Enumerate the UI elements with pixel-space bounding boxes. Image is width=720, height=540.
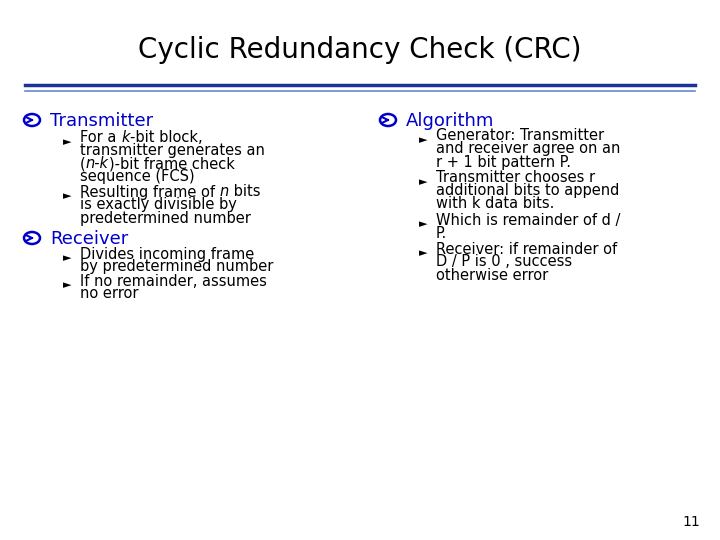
- Text: Resulting frame of: Resulting frame of: [80, 185, 220, 199]
- Text: ►: ►: [63, 253, 71, 263]
- Text: additional bits to append: additional bits to append: [436, 184, 619, 199]
- Text: no error: no error: [80, 287, 138, 301]
- Text: bits: bits: [229, 185, 261, 199]
- Text: ►: ►: [63, 280, 71, 290]
- Text: Transmitter chooses r: Transmitter chooses r: [436, 171, 595, 186]
- Text: Receiver: Receiver: [50, 230, 128, 248]
- Text: and receiver agree on an: and receiver agree on an: [436, 141, 621, 157]
- Text: ►: ►: [419, 248, 427, 258]
- Text: k: k: [121, 131, 130, 145]
- Text: n: n: [220, 185, 229, 199]
- Text: otherwise error: otherwise error: [436, 267, 548, 282]
- Text: by predetermined number: by predetermined number: [80, 260, 274, 274]
- Text: Algorithm: Algorithm: [406, 112, 495, 130]
- Text: 11: 11: [683, 515, 700, 529]
- Text: ►: ►: [63, 191, 71, 201]
- Text: sequence (FCS): sequence (FCS): [80, 170, 194, 185]
- Text: transmitter generates an: transmitter generates an: [80, 144, 265, 159]
- Text: If no remainder, assumes: If no remainder, assumes: [80, 273, 267, 288]
- Text: Receiver: if remainder of: Receiver: if remainder of: [436, 241, 617, 256]
- Text: with k data bits.: with k data bits.: [436, 197, 554, 212]
- Text: D / P is 0 , success: D / P is 0 , success: [436, 254, 572, 269]
- Text: Divides incoming frame: Divides incoming frame: [80, 246, 254, 261]
- Text: Transmitter: Transmitter: [50, 112, 153, 130]
- Text: ►: ►: [63, 137, 71, 147]
- Text: P.: P.: [436, 226, 447, 240]
- Text: )-bit frame check: )-bit frame check: [109, 157, 235, 172]
- Text: ►: ►: [419, 219, 427, 229]
- Text: n-k: n-k: [86, 157, 109, 172]
- Text: ►: ►: [419, 177, 427, 187]
- Text: (: (: [80, 157, 86, 172]
- Text: r + 1 bit pattern P.: r + 1 bit pattern P.: [436, 154, 571, 170]
- Text: Generator: Transmitter: Generator: Transmitter: [436, 129, 604, 144]
- Text: ►: ►: [419, 135, 427, 145]
- Text: For a: For a: [80, 131, 121, 145]
- Text: is exactly divisible by: is exactly divisible by: [80, 198, 237, 213]
- Text: -bit block,: -bit block,: [130, 131, 202, 145]
- Text: predetermined number: predetermined number: [80, 211, 251, 226]
- Text: Which is remainder of d /: Which is remainder of d /: [436, 213, 621, 227]
- Text: Cyclic Redundancy Check (CRC): Cyclic Redundancy Check (CRC): [138, 36, 582, 64]
